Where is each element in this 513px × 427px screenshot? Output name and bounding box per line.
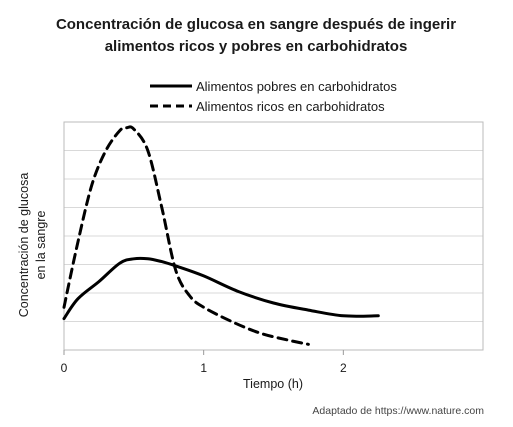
source-note: Adaptado de https://www.nature.com xyxy=(312,405,484,417)
chart-title-line-1: Concentración de glucosa en sangre despu… xyxy=(56,16,456,33)
legend-label-high-carb: Alimentos ricos en carbohidratos xyxy=(196,99,385,114)
x-axis-label: Tiempo (h) xyxy=(243,377,303,391)
y-axis-label: Concentración de glucosa en la sangre xyxy=(17,173,48,318)
series-layer xyxy=(62,125,380,346)
series-line-low-carb xyxy=(62,256,380,321)
y-axis-label-line-2: en la sangre xyxy=(34,211,48,280)
y-axis-label-line-1: Concentración de glucosa xyxy=(17,173,31,318)
plot-border xyxy=(63,121,484,351)
x-ticks: 0 1 2 xyxy=(61,350,347,375)
legend: Alimentos pobres en carbohidratos Alimen… xyxy=(150,79,397,114)
x-tick-label-0: 0 xyxy=(61,361,68,375)
x-tick-label-1: 1 xyxy=(200,361,207,375)
series-line-high-carb xyxy=(62,125,310,346)
grid xyxy=(64,150,483,322)
chart-title-line-2: alimentos ricos y pobres en carbohidrato… xyxy=(105,38,408,55)
x-tick-label-2: 2 xyxy=(340,361,347,375)
legend-label-low-carb: Alimentos pobres en carbohidratos xyxy=(196,79,397,94)
